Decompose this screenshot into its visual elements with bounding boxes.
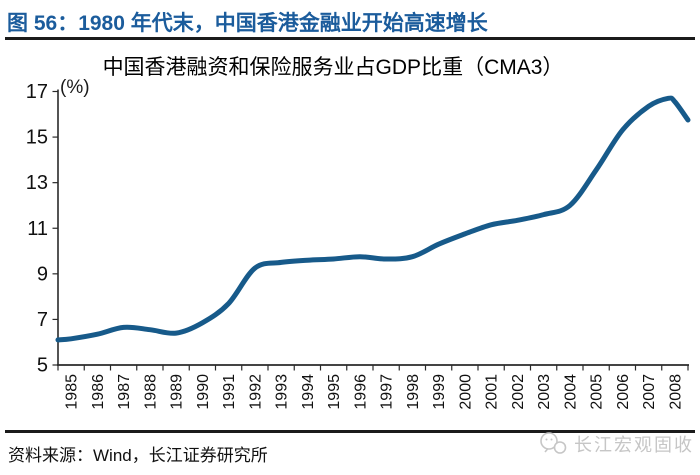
x-axis-tick-label: 2006 xyxy=(615,374,632,410)
x-axis-tick-label: 1996 xyxy=(352,374,369,410)
x-axis-tick-label: 2000 xyxy=(457,374,474,410)
watermark-text: 长江宏观固收 xyxy=(574,435,694,455)
y-axis-tick-label: 7 xyxy=(37,309,48,331)
x-axis-tick-label: 1998 xyxy=(405,374,422,410)
x-axis-tick-label: 1999 xyxy=(431,374,448,410)
figure-caption: 图 56：1980 年代末，中国香港金融业开始高速增长 xyxy=(7,12,488,35)
y-axis-unit-label: (%) xyxy=(60,77,90,98)
x-axis-tick-label: 1997 xyxy=(379,374,396,410)
top-divider xyxy=(5,37,695,40)
changjiang-logo-icon xyxy=(540,432,567,454)
bottom-divider xyxy=(5,430,695,433)
x-axis-tick-label: 1986 xyxy=(90,374,107,410)
y-axis-tick-label: 17 xyxy=(26,81,48,103)
x-axis-tick-label: 1989 xyxy=(169,374,186,410)
source-note: 资料来源：Wind，长江证券研究所 xyxy=(8,446,268,465)
x-axis-tick-label: 2003 xyxy=(536,374,553,410)
y-axis-tick-label: 9 xyxy=(37,263,48,285)
x-axis-tick-label: 2005 xyxy=(589,374,606,410)
x-axis-tick-label: 1994 xyxy=(300,374,317,410)
x-axis-tick-label: 1992 xyxy=(247,374,264,410)
x-axis-tick-label: 2008 xyxy=(667,374,684,410)
x-axis-tick-label: 1990 xyxy=(195,374,212,410)
x-axis-tick-label: 2007 xyxy=(641,374,658,410)
x-axis-tick-label: 2001 xyxy=(484,374,501,410)
x-axis-tick-label: 2002 xyxy=(510,374,527,410)
x-axis-tick-label: 2004 xyxy=(562,374,579,410)
x-axis-tick-label: 1987 xyxy=(116,374,133,410)
x-axis-tick-label: 1991 xyxy=(221,374,238,410)
y-axis-tick-label: 11 xyxy=(27,218,48,240)
x-axis-tick-label: 1988 xyxy=(142,374,159,410)
data-series-line xyxy=(55,95,691,343)
x-axis-tick-label: 1993 xyxy=(274,374,291,410)
y-axis-tick-label: 13 xyxy=(26,172,48,194)
chart-title: 中国香港融资和保险服务业占GDP比重（CMA3） xyxy=(102,56,564,79)
x-axis-tick-label: 1985 xyxy=(64,374,81,410)
watermark: 长江宏观固收 xyxy=(539,431,694,457)
x-axis-tick-label: 1995 xyxy=(326,374,343,410)
y-axis-tick-label: 15 xyxy=(26,127,48,149)
y-axis-tick-label: 5 xyxy=(37,355,48,377)
